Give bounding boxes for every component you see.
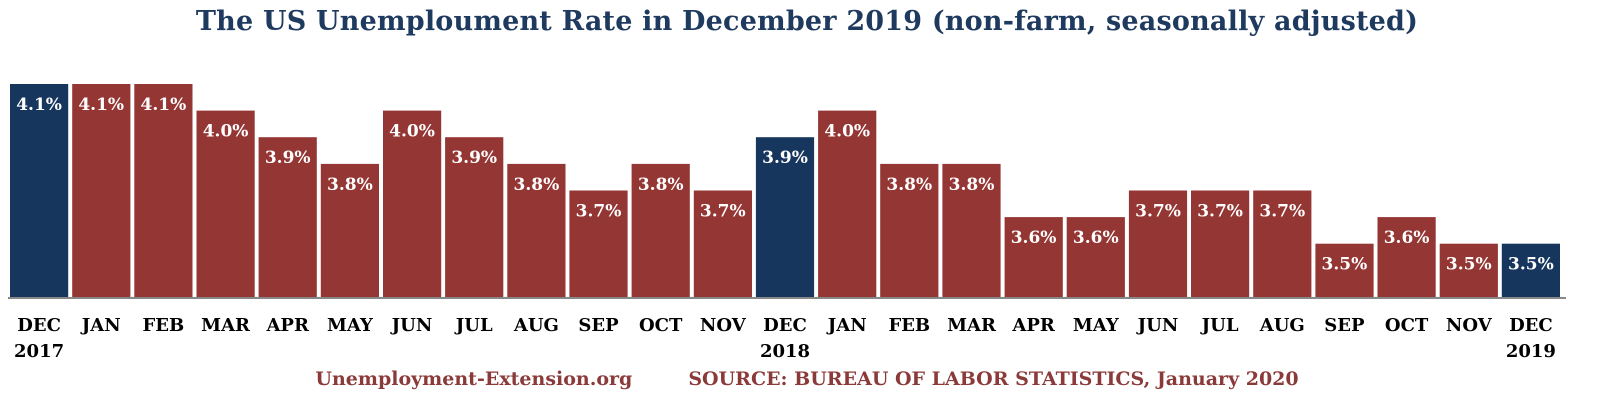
x-tick-month: OCT (639, 315, 683, 336)
bar-value-label: 3.8% (327, 175, 373, 195)
bar-value-label: 4.1% (78, 95, 124, 115)
bar-value-label: 3.8% (949, 175, 995, 195)
footer-site: Unemployment-Extension.org (315, 368, 633, 390)
bar-value-label: 4.0% (203, 122, 249, 142)
x-tick-month: MAY (1073, 315, 1120, 336)
x-tick-month: JAN (80, 315, 121, 336)
x-tick-month: AUG (1259, 315, 1305, 336)
bar-23 (1439, 243, 1498, 297)
bar-value-label: 3.7% (700, 202, 746, 222)
bar-21 (1315, 243, 1374, 297)
bar-13 (818, 110, 877, 297)
x-tick-month: MAY (327, 315, 374, 336)
bar-value-label: 3.8% (638, 175, 684, 195)
x-tick-month: OCT (1385, 315, 1429, 336)
bar-24 (1501, 243, 1560, 297)
bar-value-label: 4.0% (389, 122, 435, 142)
bar-value-label: 4.1% (16, 95, 62, 115)
bar-value-label: 3.6% (1384, 228, 1430, 248)
x-tick-month: APR (265, 315, 310, 336)
x-tick-year: 2019 (1506, 341, 1556, 362)
x-tick-month: FEB (888, 315, 930, 336)
bar-value-label: 3.6% (1073, 228, 1119, 248)
bar-1 (72, 84, 131, 297)
bar-6 (383, 110, 442, 297)
bar-10 (631, 163, 690, 297)
chart-title: The US Unemploument Rate in December 201… (195, 6, 1419, 37)
bar-5 (320, 163, 379, 297)
x-tick-month: SEP (1324, 315, 1365, 336)
bar-3 (196, 110, 255, 297)
bar-value-label: 3.5% (1446, 255, 1492, 275)
x-tick-month: NOV (700, 315, 747, 336)
x-tick-month: APR (1011, 315, 1056, 336)
x-tick-month: NOV (1446, 315, 1493, 336)
bar-value-label: 3.7% (1197, 202, 1243, 222)
bar-0 (10, 84, 69, 297)
bar-12 (755, 137, 815, 297)
bar-value-label: 3.7% (1259, 202, 1305, 222)
bar-20 (1253, 190, 1312, 297)
bar-value-label: 3.7% (576, 202, 622, 222)
x-tick-month: FEB (143, 315, 185, 336)
bar-value-label: 3.9% (265, 148, 311, 168)
bar-14 (880, 163, 939, 297)
bar-value-label: 3.7% (1135, 202, 1181, 222)
x-tick-month: JAN (826, 315, 867, 336)
bar-2 (134, 84, 193, 297)
bar-value-label: 3.5% (1322, 255, 1368, 275)
x-tick-month: MAR (201, 315, 251, 336)
bar-value-label: 3.6% (1011, 228, 1057, 248)
x-tick-month: JUL (454, 315, 493, 336)
footer: Unemployment-Extension.org SOURCE: BUREAU… (0, 368, 1614, 390)
x-tick-year: 2017 (14, 341, 64, 362)
bar-value-label: 4.1% (141, 95, 187, 115)
bar-16 (1004, 217, 1063, 297)
bar-22 (1377, 217, 1436, 297)
bar-7 (445, 137, 504, 297)
bar-value-label: 3.9% (762, 148, 808, 168)
x-tick-month: JUL (1200, 315, 1239, 336)
x-tick-month: SEP (578, 315, 619, 336)
footer-source: SOURCE: BUREAU OF LABOR STATISTICS, Janu… (688, 368, 1299, 390)
x-tick-month: JUN (1136, 315, 1179, 336)
bar-11 (693, 190, 752, 297)
bar-value-label: 3.9% (451, 148, 497, 168)
x-tick-month: DEC (1509, 315, 1553, 336)
bar-4 (258, 137, 317, 297)
x-tick-month: AUG (513, 315, 559, 336)
x-tick-month: JUN (390, 315, 433, 336)
x-tick-month: DEC (17, 315, 61, 336)
x-tick-month: DEC (763, 315, 807, 336)
x-tick-month: MAR (947, 315, 997, 336)
bar-17 (1066, 217, 1125, 297)
x-tick-labels: DEC 2017 JAN FEB MAR APR MAY JUN JUL AUG SEP OCT NOV… (14, 315, 1556, 362)
bar-9 (569, 190, 628, 297)
x-tick-year: 2018 (760, 341, 810, 362)
bar-19 (1191, 190, 1250, 297)
bar-18 (1128, 190, 1188, 297)
bar-value-label: 3.8% (886, 175, 932, 195)
bar-value-label: 3.8% (514, 175, 560, 195)
bar-8 (507, 163, 566, 297)
bar-value-label: 4.0% (824, 122, 870, 142)
bar-15 (942, 163, 1001, 297)
bars-layer: 4.1% 4.1% 4.1% 4.0% 3.9% 3.8% 4.0% 3.9% 3.8% 3.7%… (10, 84, 1560, 297)
bar-value-label: 3.5% (1508, 255, 1554, 275)
